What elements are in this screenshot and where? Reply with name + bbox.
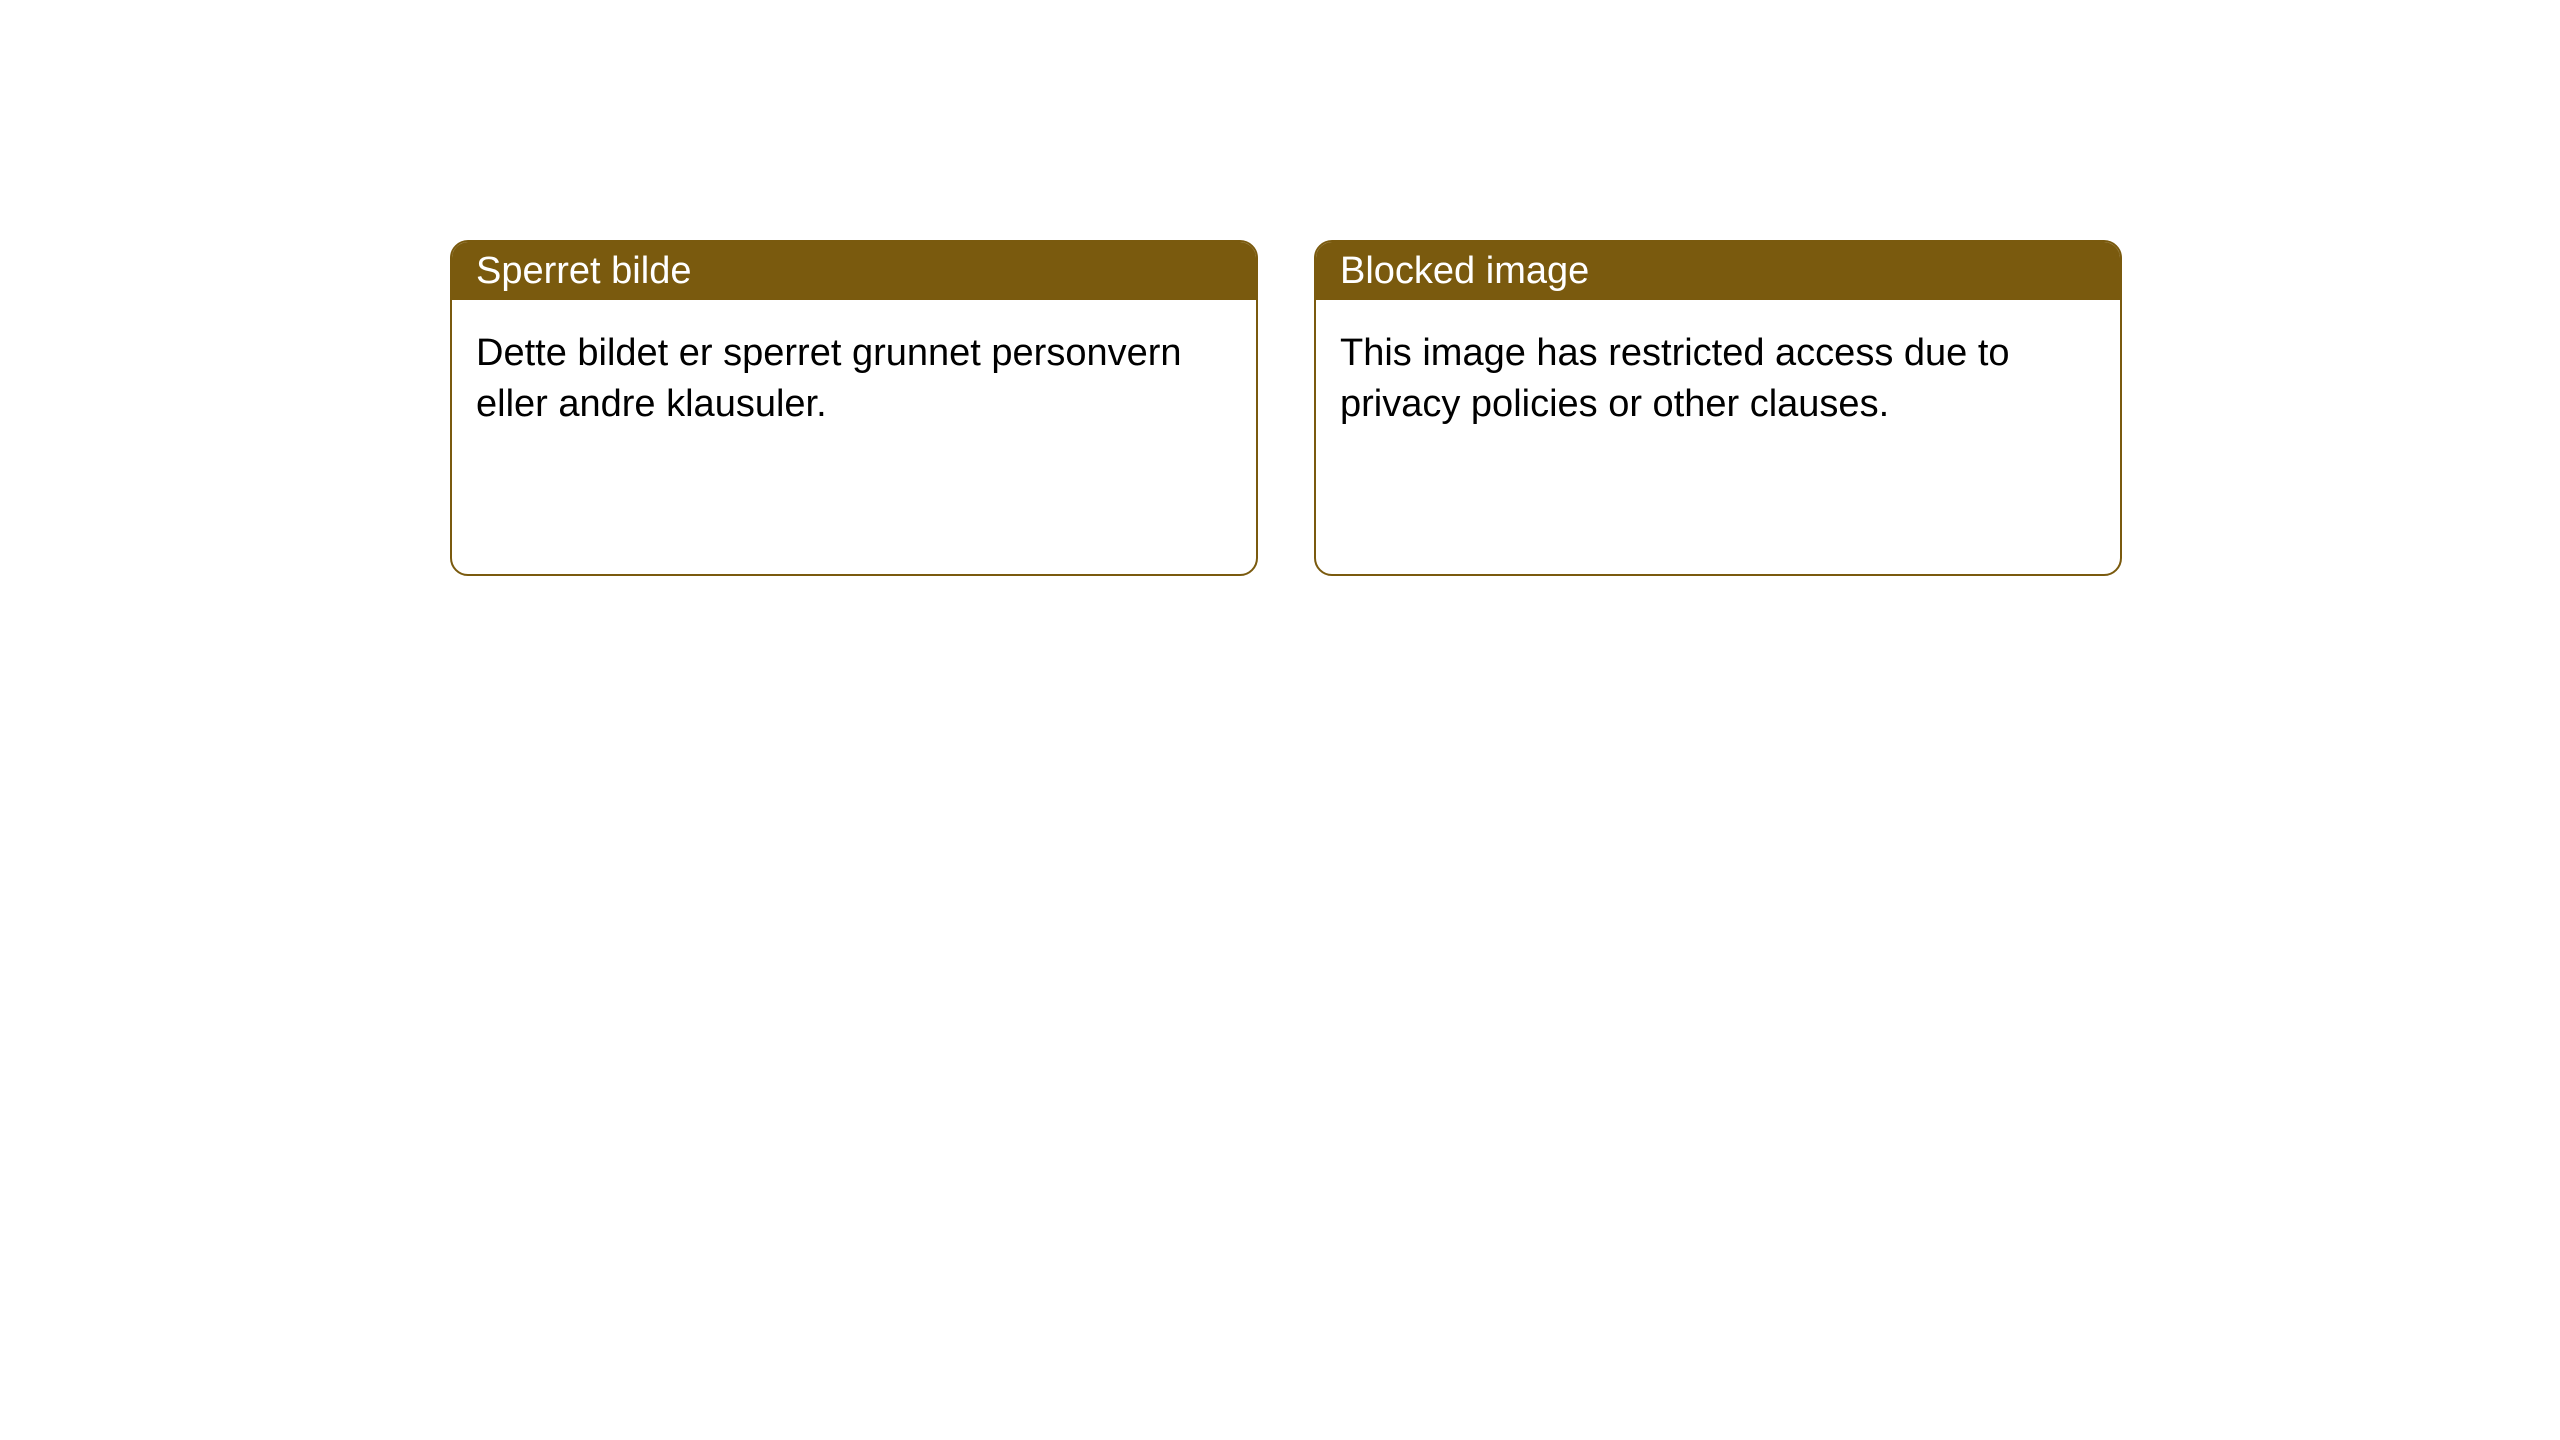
card-body-text: Dette bildet er sperret grunnet personve… <box>476 328 1232 431</box>
card-header-title: Sperret bilde <box>476 250 691 293</box>
card-header: Sperret bilde <box>452 242 1256 300</box>
card-body: This image has restricted access due to … <box>1316 300 2120 459</box>
card-body-text: This image has restricted access due to … <box>1340 328 2096 431</box>
blocked-image-card-en: Blocked image This image has restricted … <box>1314 240 2122 576</box>
card-header: Blocked image <box>1316 242 2120 300</box>
cards-container: Sperret bilde Dette bildet er sperret gr… <box>0 0 2560 576</box>
card-body: Dette bildet er sperret grunnet personve… <box>452 300 1256 459</box>
blocked-image-card-no: Sperret bilde Dette bildet er sperret gr… <box>450 240 1258 576</box>
card-header-title: Blocked image <box>1340 250 1589 293</box>
